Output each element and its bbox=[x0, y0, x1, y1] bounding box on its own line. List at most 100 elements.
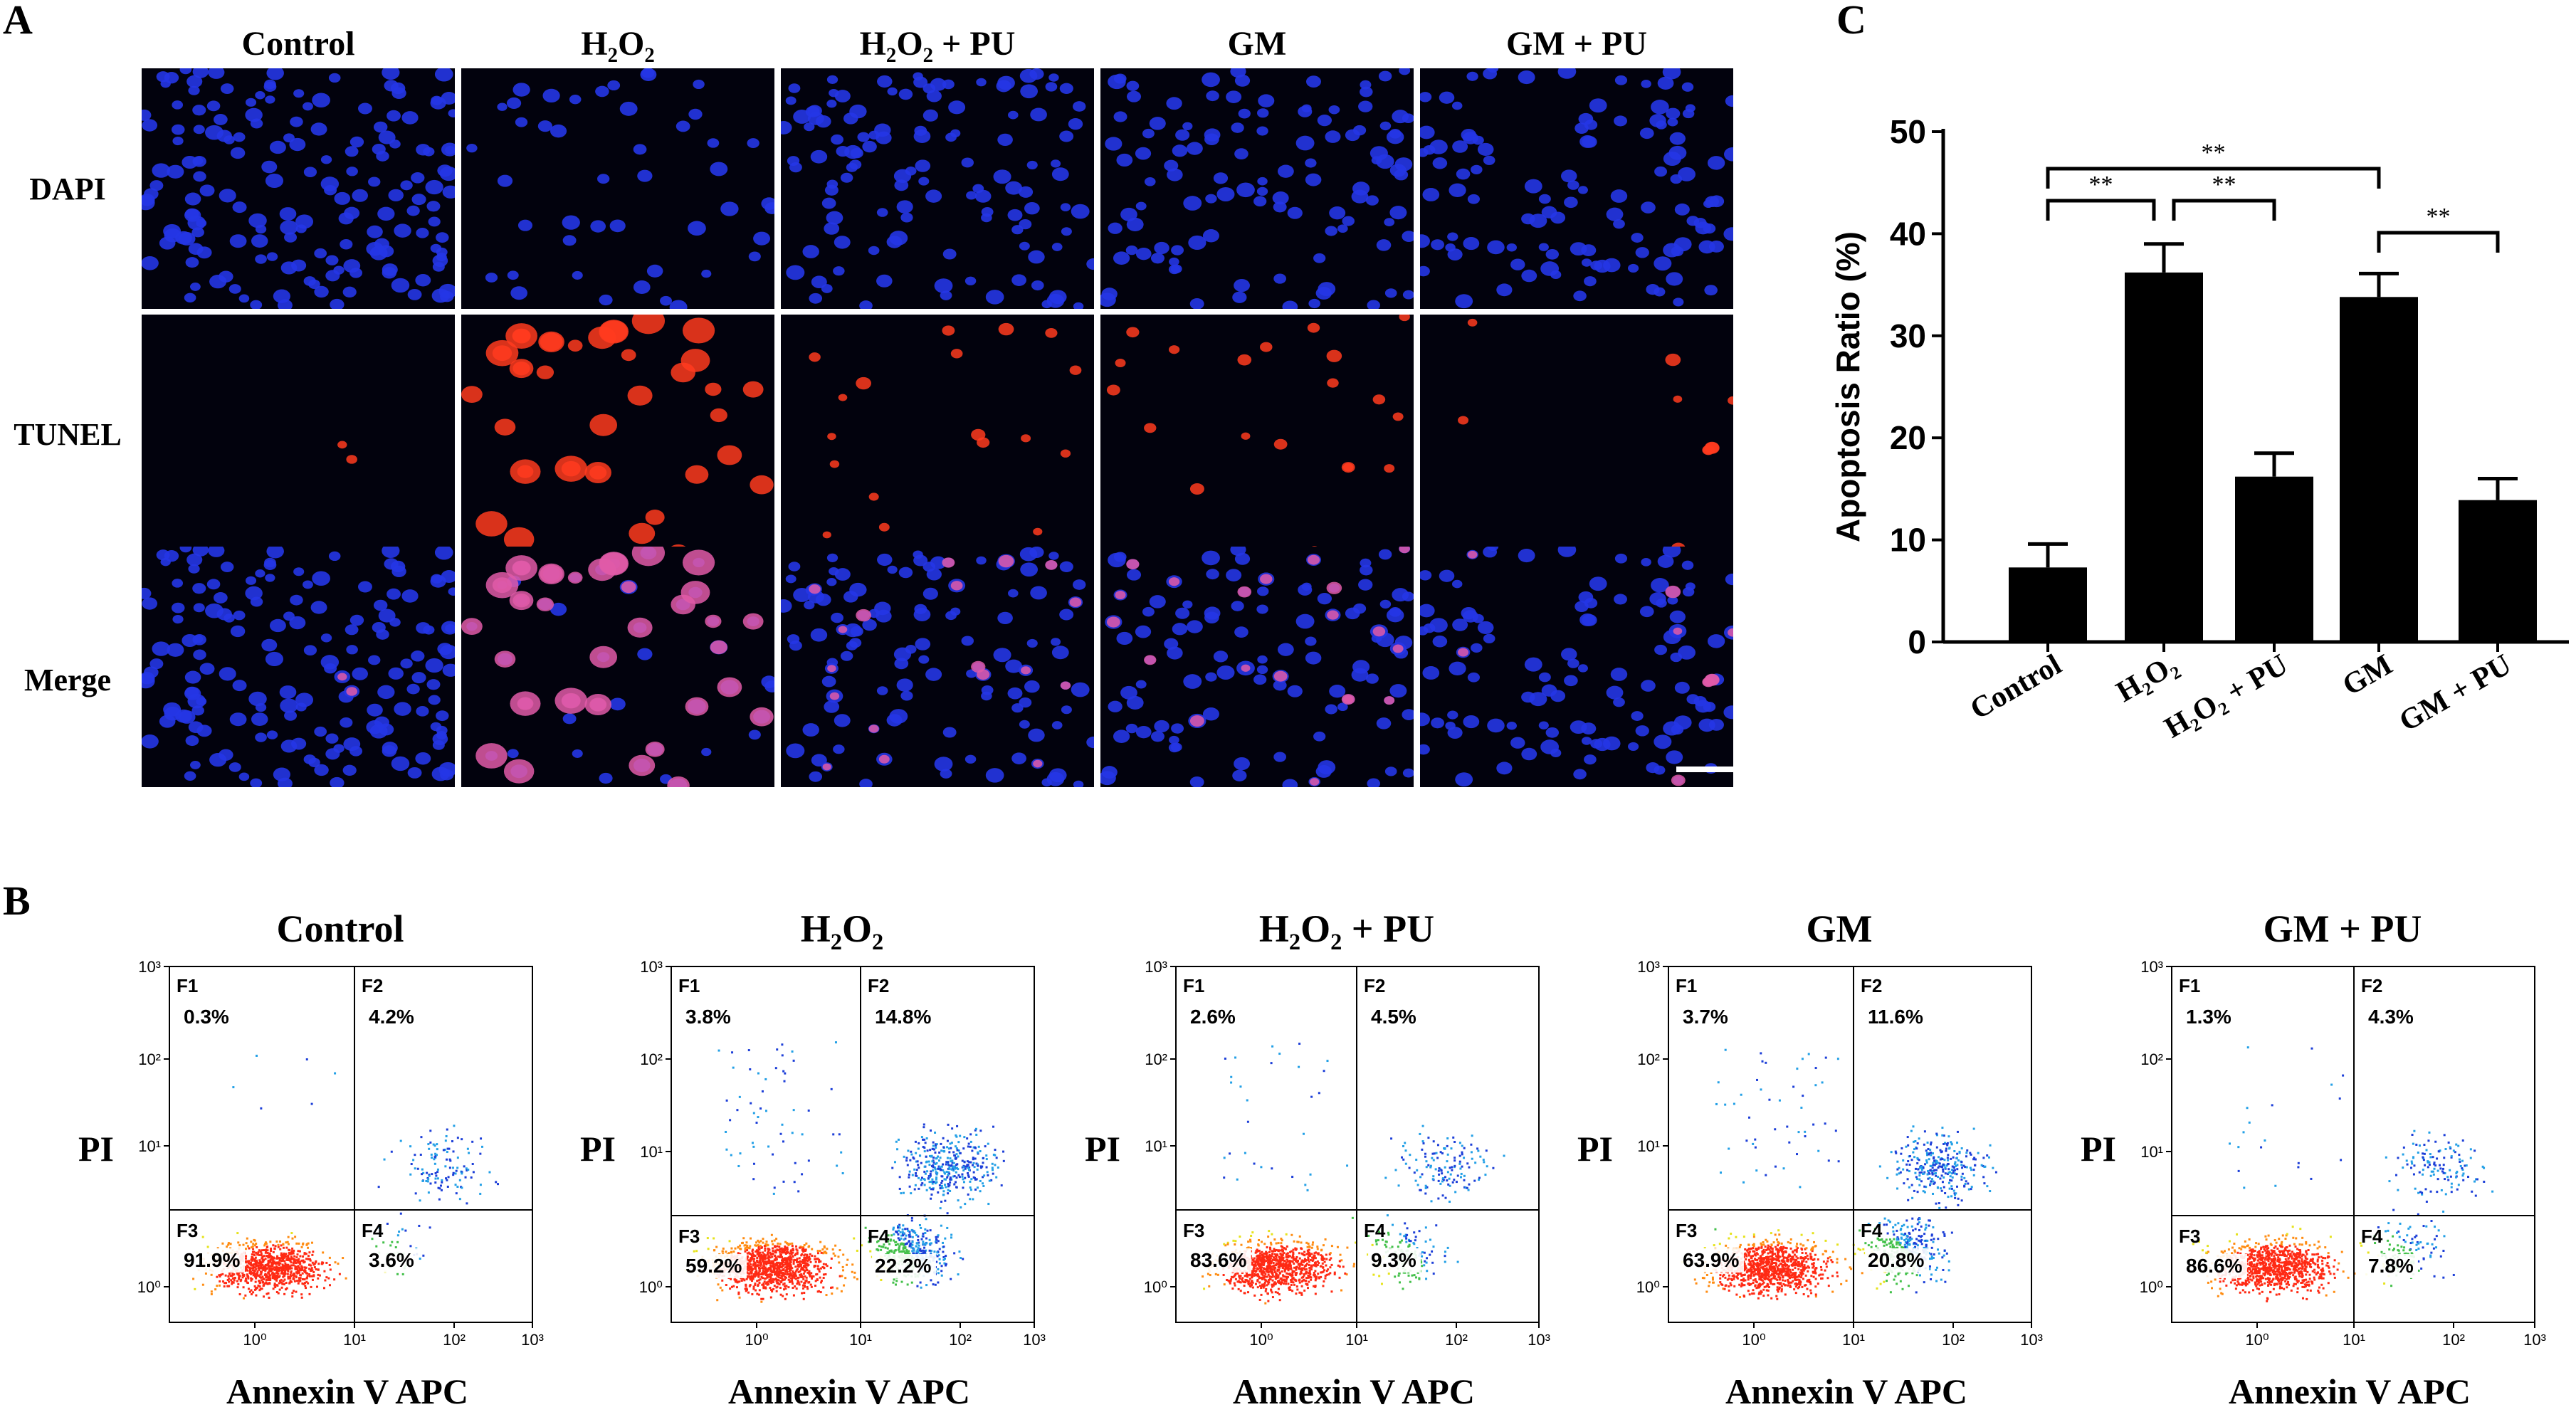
quadrant-percent-2: 91.9% bbox=[184, 1249, 240, 1271]
flow-xlabel-4: Annexin V APC bbox=[2229, 1371, 2471, 1411]
quadrant-label-1: F2 bbox=[362, 975, 383, 996]
quadrant-label-1: F2 bbox=[2361, 975, 2382, 996]
flow-ytick: 10⁰ bbox=[1636, 1278, 1660, 1296]
flow-ytick: 10³ bbox=[1637, 959, 1660, 976]
micrograph-dapi-2 bbox=[781, 68, 1094, 309]
micrograph-merge-0 bbox=[142, 547, 455, 787]
column-header-control: Control bbox=[241, 25, 355, 63]
scale-bar bbox=[1676, 767, 1735, 772]
flow-ytick: 10² bbox=[1637, 1050, 1660, 1068]
quadrant-label-0: F1 bbox=[177, 975, 198, 996]
flow-xtick: 10⁰ bbox=[2245, 1331, 2269, 1349]
flow-ytick: 10³ bbox=[2140, 959, 2163, 976]
flow-xtick: 10² bbox=[949, 1331, 972, 1349]
flow-plot-0: 10⁰ 10¹ 10² 10³ 10⁰ 10¹ 10² 10³ F1 0.3% F2 4.2% F3 91… bbox=[137, 959, 544, 1349]
category-label-3: GM bbox=[2337, 648, 2398, 702]
flow-plot-3: 10⁰ 10¹ 10² 10³ 10⁰ 10¹ 10² 10³ F1 3.7% F2 11.6% F3 6… bbox=[1636, 959, 2043, 1349]
flow-ytick: 10⁰ bbox=[137, 1278, 161, 1296]
row-label-tunel: TUNEL bbox=[14, 417, 122, 452]
quadrant-percent-3: 3.6% bbox=[369, 1249, 414, 1271]
quadrant-percent-1: 11.6% bbox=[1868, 1006, 1923, 1028]
flow-ytick: 10² bbox=[2140, 1050, 2163, 1068]
quadrant-percent-1: 14.8% bbox=[875, 1006, 931, 1028]
quadrant-percent-2: 63.9% bbox=[1683, 1249, 1739, 1271]
flow-xtick: 10² bbox=[1445, 1331, 1468, 1349]
quadrant-percent-0: 1.3% bbox=[2186, 1006, 2231, 1028]
bar-2 bbox=[2235, 476, 2313, 642]
flow-title-0: Control bbox=[276, 907, 404, 950]
flow-xtick: 10¹ bbox=[343, 1331, 366, 1349]
flow-plot-2: 10⁰ 10¹ 10² 10³ 10⁰ 10¹ 10² 10³ F1 2.6% F2 4.5% F3 83… bbox=[1144, 959, 1550, 1349]
flow-title-2: H₂O₂ + PU bbox=[1258, 907, 1435, 950]
flow-ytick: 10⁰ bbox=[1144, 1278, 1167, 1296]
quadrant-label-0: F1 bbox=[2179, 975, 2200, 996]
quadrant-percent-1: 4.5% bbox=[1371, 1006, 1416, 1028]
quadrant-label-3: F4 bbox=[1861, 1220, 1883, 1241]
quadrant-percent-0: 3.7% bbox=[1683, 1006, 1728, 1028]
flow-xtick: 10² bbox=[2442, 1331, 2465, 1349]
quadrant-label-1: F2 bbox=[1364, 975, 1385, 996]
flow-xtick: 10¹ bbox=[849, 1331, 872, 1349]
ytick-label-4: 40 bbox=[1890, 215, 1926, 252]
flow-ylabel-2: PI bbox=[1085, 1129, 1120, 1169]
flow-ytick: 10¹ bbox=[138, 1137, 161, 1155]
micrograph-tunel-2 bbox=[781, 315, 1094, 555]
category-label-0: Control bbox=[1965, 648, 2067, 726]
quadrant-percent-1: 4.2% bbox=[369, 1006, 414, 1028]
flow-xtick: 10¹ bbox=[2343, 1331, 2365, 1349]
category-label-1: H₂O₂ bbox=[2111, 648, 2183, 709]
significance-bracket-3 bbox=[2377, 231, 2500, 253]
flow-title-3: GM bbox=[1806, 907, 1873, 950]
flow-ytick: 10³ bbox=[138, 959, 161, 976]
flow-xlabel-0: Annexin V APC bbox=[226, 1371, 468, 1411]
flow-ytick: 10² bbox=[640, 1050, 663, 1068]
ytick-label-0: 0 bbox=[1908, 623, 1926, 660]
quadrant-label-0: F1 bbox=[678, 975, 700, 996]
significance-bracket-1 bbox=[2172, 199, 2276, 221]
quadrant-label-1: F2 bbox=[868, 975, 889, 996]
quadrant-label-2: F3 bbox=[1676, 1220, 1697, 1241]
flow-xtick: 10² bbox=[443, 1331, 466, 1349]
ytick-label-5: 50 bbox=[1890, 113, 1926, 150]
flow-ytick: 10¹ bbox=[2140, 1143, 2163, 1161]
quadrant-label-1: F2 bbox=[1861, 975, 1882, 996]
quadrant-percent-2: 59.2% bbox=[685, 1255, 742, 1277]
panel-a-label: A bbox=[3, 0, 33, 43]
flow-ylabel-0: PI bbox=[78, 1129, 114, 1169]
flow-xtick: 10³ bbox=[521, 1331, 544, 1349]
quadrant-percent-3: 22.2% bbox=[875, 1255, 931, 1277]
significance-label-0: ** bbox=[2089, 172, 2113, 198]
micrograph-dapi-0 bbox=[142, 68, 455, 309]
micrograph-tunel-1 bbox=[461, 315, 774, 555]
quadrant-label-2: F3 bbox=[1183, 1220, 1204, 1241]
column-header-h2o2-pu: H₂O₂ + PU bbox=[859, 25, 1016, 63]
significance-label-2: ** bbox=[2202, 139, 2226, 166]
flow-xtick: 10² bbox=[1942, 1331, 1965, 1349]
quadrant-percent-2: 86.6% bbox=[2186, 1255, 2242, 1277]
quadrant-percent-0: 0.3% bbox=[184, 1006, 229, 1028]
flow-ytick: 10² bbox=[1145, 1050, 1167, 1068]
micrograph-merge-2 bbox=[781, 547, 1094, 787]
flow-ytick: 10¹ bbox=[640, 1143, 663, 1161]
quadrant-percent-0: 2.6% bbox=[1190, 1006, 1236, 1028]
quadrant-label-0: F1 bbox=[1676, 975, 1697, 996]
flow-plot-1: 10⁰ 10¹ 10² 10³ 10⁰ 10¹ 10² 10³ F1 3.8% F2 14.8% F3 5… bbox=[639, 959, 1046, 1349]
micrograph-tunel-4 bbox=[1420, 315, 1733, 555]
bar-0 bbox=[2009, 567, 2087, 642]
quadrant-percent-0: 3.8% bbox=[685, 1006, 731, 1028]
apoptosis-bar-chart: 0 10 20 30 40 50 Apoptosis Ratio (%) Control H₂O… bbox=[1829, 113, 2569, 744]
flow-ytick: 10¹ bbox=[1145, 1137, 1167, 1155]
flow-ytick: 10¹ bbox=[1637, 1137, 1660, 1155]
flow-xtick: 10⁰ bbox=[243, 1331, 266, 1349]
quadrant-label-3: F4 bbox=[1364, 1220, 1386, 1241]
quadrant-label-2: F3 bbox=[2179, 1226, 2200, 1247]
flow-xtick: 10³ bbox=[2020, 1331, 2043, 1349]
flow-title-1: H₂O₂ bbox=[800, 907, 884, 950]
quadrant-label-3: F4 bbox=[2361, 1226, 2383, 1247]
quadrant-percent-3: 9.3% bbox=[1371, 1249, 1416, 1271]
micrograph-merge-1 bbox=[461, 547, 774, 787]
flow-xlabel-2: Annexin V APC bbox=[1233, 1371, 1475, 1411]
flow-xtick: 10³ bbox=[1528, 1331, 1550, 1349]
flow-title-4: GM + PU bbox=[2263, 907, 2422, 950]
flow-ytick: 10⁰ bbox=[639, 1278, 663, 1296]
